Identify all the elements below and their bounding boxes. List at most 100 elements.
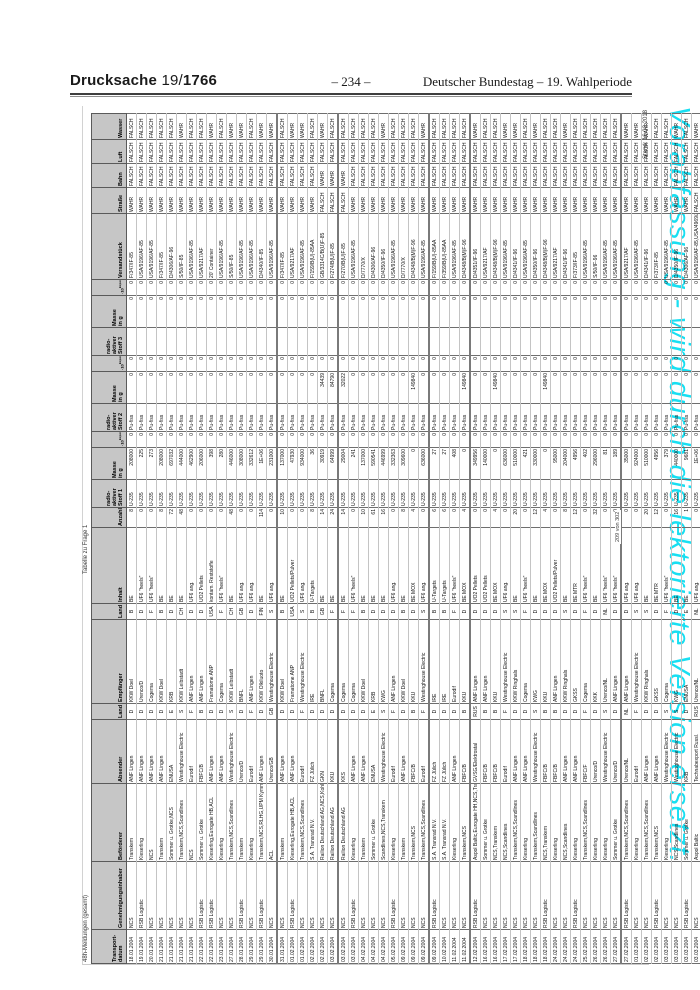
table-cell: D [156,703,167,720]
table-cell: Kieserling [449,783,460,862]
table-cell: 0 [136,279,147,296]
table-cell: 09.02.2004 [408,929,419,964]
table-cell: Cogema [661,619,672,704]
table-cell: NCS,Scandlines [500,783,511,862]
table-cell: KWG [671,619,682,704]
table-cell: 02.03.2004 [641,929,652,964]
table-row: 03.03.2004 NCS Kieserling Westinghouse Elec… [661,113,672,964]
table-cell: RSB Logistic [256,861,267,930]
table-cell: D/4306/AF-96 [368,213,379,280]
table-cell: ANF Lingen [651,719,662,784]
table-cell: UO2 Pellets [470,527,481,604]
table-cell: D/7770/X [398,213,409,280]
table-cell: B [480,703,491,720]
table-cell: 14 [338,507,349,528]
table-cell: F/373/IF-85 [570,213,581,280]
table-cell [570,327,581,356]
table-cell: 18.02.2004 [530,929,541,964]
table-cell: GKSS [570,619,581,704]
table-cell: Pu-fiss [126,403,137,432]
table-cell: 27 [439,447,450,480]
table-cell: NCS [590,861,601,930]
table-cell: 0 [408,355,419,372]
table-cell: FALSCH [186,163,197,188]
table-cell: Westinghouse Electric [418,619,429,704]
table-cell: D [641,703,652,720]
table-cell: F/347/IF-85 [277,213,288,280]
table-cell: WAHR [266,113,277,140]
table-cell: 0 [429,355,440,372]
table-cell: FALSCH [136,139,147,164]
table-cell: WAHR [429,187,440,214]
table-cell: B [196,703,207,720]
table-cell: UF6 ang. [631,527,642,604]
table-cell: 95000 [550,447,561,480]
table-cell: 0 [480,371,491,404]
table-cell: 20.01.2004 [146,929,157,964]
table-cell: 0 [641,371,652,404]
table-cell: 8 [398,507,409,528]
table-cell: D/4306/AF-96 [681,213,692,280]
table-cell: 0 [661,371,672,404]
table-cell: 0 [368,355,379,372]
table-cell: RSB Logistic [236,861,247,930]
table-cell: S.A. Transrad N.V. [429,783,440,862]
table-cell: 0 [550,279,561,296]
table-cell: ANF Lingen [570,719,581,784]
table-cell: ANF Lingen [126,719,137,784]
table-cell: 0 [641,355,652,372]
table-cell: E [681,603,692,620]
table-cell: U-235 [480,479,491,508]
table-cell: KKW Doel [358,619,369,704]
table-cell: 149840 [490,371,501,404]
table-cell: S [641,603,652,620]
table-cell: FALSCH [570,139,581,164]
table-cell: 0 [459,447,470,480]
table-cell: USA/9217/AF [550,213,561,280]
table-cell: WAHR [681,187,692,214]
table-cell: FALSCH [126,113,137,140]
table-cell [470,327,481,356]
sheet-title-tabelle: Tabelle zu Frage 1 [83,524,89,574]
table-cell: 0 [206,279,217,296]
table-cell: NCS [580,861,591,930]
table-cell: 22.01.2004 [196,929,207,964]
table-cell: FALSCH [490,113,501,140]
table-cell [186,327,197,356]
table-cell: 11.02.2004 [459,929,470,964]
table-cell: 04.02.2004 [358,929,369,964]
table-cell: FALSCH [216,139,227,164]
table-cell: Pu-fiss [398,403,409,432]
table-cell [530,327,541,356]
table-cell: FALSCH [429,163,440,188]
table-cell: F/159/B(U)-85AA [307,213,318,280]
table-cell: ANF Lingen [246,619,257,704]
table-cell: FALSCH [226,163,237,188]
table-cell: Pu-fiss [671,403,682,432]
table-cell [681,327,692,356]
table-cell: 0 [327,279,338,296]
table-cell: RSB Logistic [651,861,662,930]
column-header: Masse in g [91,447,127,480]
table-cell: S [378,703,389,720]
table-cell: FALSCH [206,163,217,188]
table-cell: S/50/IF-85 [176,213,187,280]
table-cell: FBFC/B [459,719,470,784]
table-cell: Pu-fiss [540,403,551,432]
table-cell: 1E+06 [691,447,700,480]
table-cell: RSB Logistic [206,861,217,930]
table-cell: Pu-fiss [651,403,662,432]
table-cell: 0 [136,431,147,448]
table-cell: 0 [500,295,511,328]
table-cell: Cogema [520,619,531,704]
table-cell: 26.02.2004 [600,929,611,964]
table-cell: KKW Doel [126,619,137,704]
table-cell: 330000 [530,447,541,480]
table-cell: ANF Lingen [398,719,409,784]
table-cell: WAHR [287,113,298,140]
table-cell [590,327,601,356]
table-cell: 0 [358,371,369,404]
table-cell: 03.02.2004 [348,929,359,964]
table-cell: RSB Logistic [136,861,147,930]
table-cell: WAHR [196,187,207,214]
